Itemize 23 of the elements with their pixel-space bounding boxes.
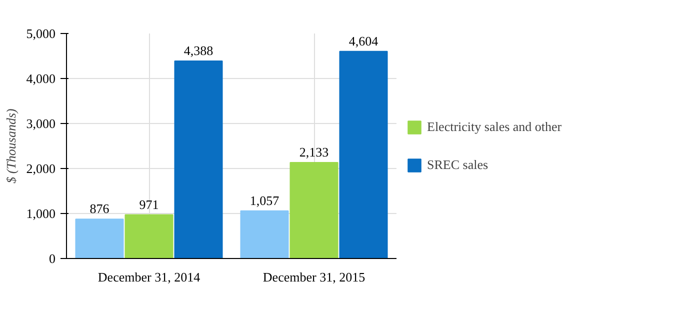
legend-label: Electricity sales and other [427, 118, 562, 134]
x-tick-label: December 31, 2015 [262, 270, 366, 284]
data-label: 4,388 [184, 43, 214, 58]
legend-label: SREC sales [427, 156, 488, 172]
data-label: 4,604 [348, 33, 379, 48]
y-tick-label: 2,000 [26, 161, 56, 176]
y-tick-label: 4,000 [26, 71, 56, 86]
bar [290, 162, 338, 258]
y-tick-label: 5,000 [26, 26, 56, 41]
bar [124, 214, 174, 258]
data-label: 971 [139, 196, 159, 212]
bar [240, 210, 289, 258]
data-label: 1,057 [250, 192, 280, 208]
y-tick-label: 0 [49, 251, 56, 266]
data-label: 876 [90, 201, 110, 216]
bar [75, 218, 124, 258]
bar [174, 60, 223, 258]
y-tick-label: 1,000 [26, 206, 56, 221]
y-tick-label: 3,000 [26, 116, 56, 131]
x-tick-label: December 31, 2014 [98, 270, 201, 284]
bar [339, 50, 388, 258]
y-axis-title: $ (Thousands) [3, 108, 18, 184]
data-label: 2,133 [299, 144, 329, 160]
